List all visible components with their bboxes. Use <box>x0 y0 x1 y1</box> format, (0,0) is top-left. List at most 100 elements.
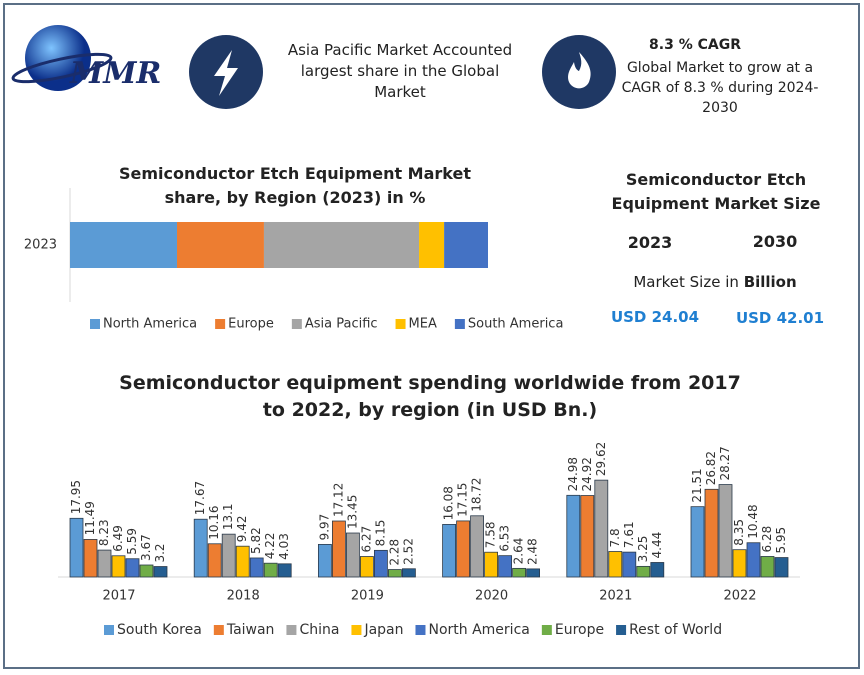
bar <box>317 543 332 578</box>
size-unit-label: Market Size in <box>633 273 739 291</box>
value-label: 3.25 <box>636 536 650 563</box>
y-tick-label: 2023 <box>24 238 57 253</box>
value-label: 7.58 <box>484 521 498 548</box>
legend-swatch <box>541 625 552 635</box>
value-label: 17.15 <box>456 483 470 517</box>
value-label: 13.45 <box>345 495 359 529</box>
bar <box>608 551 623 578</box>
x-tick-label: 2022 <box>723 589 756 604</box>
x-tick-label: 2017 <box>102 589 135 604</box>
bar-segment <box>444 222 488 268</box>
chart-title: Semiconductor Etch Equipment Market shar… <box>118 164 471 207</box>
bar <box>622 551 637 578</box>
bar <box>221 533 236 578</box>
bar <box>760 556 775 578</box>
bar <box>650 562 665 578</box>
value-label: 17.67 <box>193 481 207 515</box>
size-year: 2030 <box>752 232 798 251</box>
legend-label: China <box>299 622 339 638</box>
value-label: 2.28 <box>387 539 401 566</box>
legend-swatch <box>286 625 297 635</box>
bar <box>207 543 222 578</box>
x-tick-label: 2018 <box>227 589 260 604</box>
bar-segment <box>419 222 445 268</box>
value-label: 10.48 <box>746 504 760 538</box>
value-label: 29.62 <box>594 442 608 476</box>
legend-label: MEA <box>409 317 437 332</box>
x-tick-label: 2021 <box>599 589 632 604</box>
legend-label: Europe <box>555 622 604 638</box>
value-label: 4.22 <box>263 532 277 559</box>
logo-text: MMR <box>70 56 162 91</box>
legend-swatch <box>104 625 114 635</box>
bar-segment <box>70 222 178 268</box>
bar <box>774 557 789 578</box>
value-label: 24.92 <box>580 457 594 491</box>
legend-swatch <box>90 319 100 329</box>
value-label: 2.48 <box>526 538 540 565</box>
value-label: 6.53 <box>498 525 512 552</box>
bar <box>442 524 457 578</box>
value-label: 28.27 <box>718 446 732 480</box>
flame <box>568 52 591 89</box>
value-label: 8.23 <box>97 519 111 546</box>
size-title: Semiconductor Etch Equipment Market Size <box>611 170 821 213</box>
value-label: 6.49 <box>111 525 125 552</box>
value-label: 8.15 <box>373 520 387 547</box>
bar <box>498 555 513 578</box>
size-year: 2023 <box>627 233 673 252</box>
legend-label: Asia Pacific <box>305 317 378 332</box>
bar <box>277 563 292 578</box>
bar <box>345 532 360 578</box>
bar-segment <box>263 222 420 268</box>
size-unit: Billion <box>743 273 797 291</box>
value-label: 6.28 <box>760 526 774 553</box>
value-label: 24.98 <box>566 457 580 491</box>
frame <box>3 3 860 669</box>
value-label: 13.1 <box>221 503 235 530</box>
value-label: 21.51 <box>690 468 704 502</box>
bar <box>401 568 416 578</box>
logo-ring <box>11 52 113 84</box>
bar-segment <box>177 222 264 268</box>
value-label: 9.97 <box>317 514 331 541</box>
bar <box>193 518 208 578</box>
value-label: 26.82 <box>704 451 718 485</box>
bar <box>580 495 595 578</box>
value-label: 10.16 <box>207 505 221 539</box>
legend-label: North America <box>428 622 529 638</box>
bar <box>746 542 761 578</box>
chart-title: Semiconductor equipment spending worldwi… <box>119 372 741 421</box>
bar <box>331 520 346 578</box>
value-label: 3.67 <box>139 534 153 561</box>
legend-swatch <box>454 319 465 329</box>
size-value: USD 24.04 <box>610 308 700 326</box>
bar <box>373 549 388 578</box>
bar <box>718 484 733 578</box>
legend-label: South Korea <box>117 622 202 638</box>
bar <box>263 562 278 578</box>
legend-swatch <box>213 625 224 635</box>
value-label: 6.27 <box>359 526 373 553</box>
legend-label: Europe <box>228 317 274 332</box>
value-label: 9.42 <box>235 515 249 542</box>
bar <box>153 566 168 578</box>
bar <box>111 555 126 578</box>
legend-label: Rest of World <box>629 622 722 638</box>
legend-swatch <box>215 319 226 329</box>
value-label: 16.08 <box>442 486 456 520</box>
bar <box>690 506 705 578</box>
value-label: 7.61 <box>622 521 636 548</box>
highlight-text: Asia Pacific Market Accounted largest sh… <box>287 41 513 101</box>
value-label: 4.03 <box>277 533 291 560</box>
value-label: 5.59 <box>125 528 139 555</box>
bar <box>97 549 112 578</box>
bar <box>484 551 499 578</box>
value-label: 8.35 <box>732 519 746 546</box>
bar <box>636 565 651 578</box>
bar <box>526 568 540 578</box>
legend-swatch <box>415 625 426 635</box>
bar <box>704 488 719 578</box>
